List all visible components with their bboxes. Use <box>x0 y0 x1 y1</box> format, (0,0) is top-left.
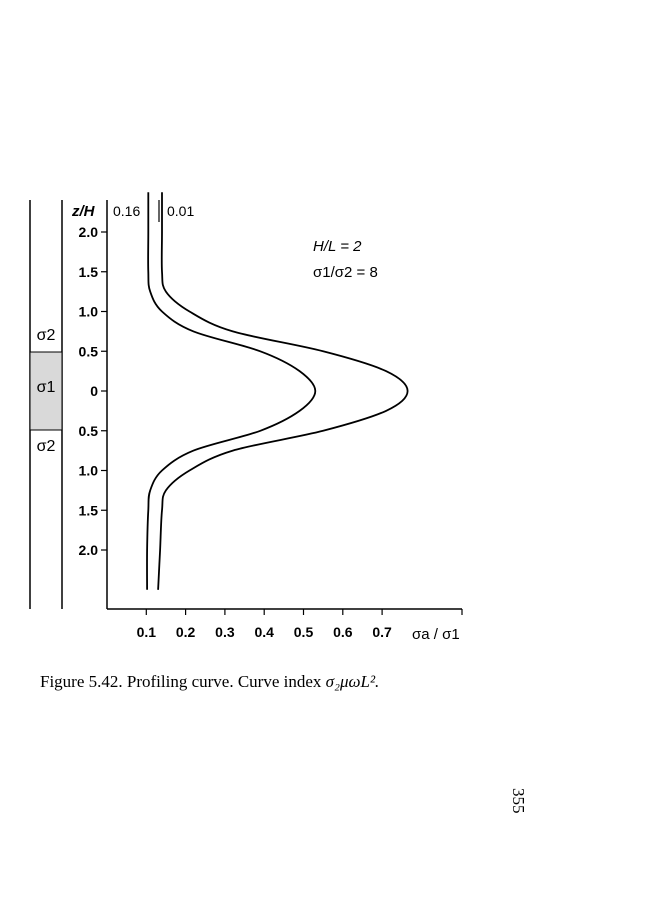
layer-column: σ2 σ1 σ2 <box>29 200 63 609</box>
y-tick-label: 2.0 <box>79 542 99 558</box>
page-number: 355 <box>509 788 528 814</box>
y-tick-label: 1.0 <box>79 463 99 479</box>
y-tick-label: 1.5 <box>79 502 99 518</box>
x-tick-label: 0.4 <box>254 624 274 640</box>
x-tick-label: 0.6 <box>333 624 353 640</box>
axes: z/H <box>71 200 462 610</box>
conductive-layer <box>29 351 63 431</box>
curve-label-0-16: 0.16 <box>113 203 140 219</box>
y-tick-label: 0.5 <box>79 343 99 359</box>
x-ticks: 0.1 0.2 0.3 0.4 0.5 0.6 0.7 <box>137 609 463 640</box>
caption-prefix: Figure 5.42. Profiling curve. Curve inde… <box>40 672 326 691</box>
y-ticks: 2.0 1.5 1.0 0.5 0 0.5 1.0 1.5 2.0 <box>79 224 107 558</box>
x-axis-label: σa / σ1 <box>412 626 460 643</box>
x-tick-label: 0.7 <box>372 624 392 640</box>
y-axis-label: z/H <box>71 203 96 220</box>
curves <box>146 192 409 590</box>
y-tick-label: 1.5 <box>79 264 99 280</box>
x-tick-label: 0.5 <box>294 624 314 640</box>
caption-formula: σ₂μωL². <box>325 672 380 691</box>
curve-0-16 <box>146 192 317 590</box>
x-tick-label: 0.2 <box>176 624 196 640</box>
layer-label-middle: σ1 <box>37 379 56 396</box>
y-tick-label: 0.5 <box>79 423 99 439</box>
annotation-sigma-ratio: σ1/σ2 = 8 <box>313 264 378 281</box>
y-tick-label: 1.0 <box>79 304 99 320</box>
layer-label-top: σ2 <box>37 327 56 344</box>
y-tick-label: 0 <box>90 383 98 399</box>
layer-label-bottom: σ2 <box>37 438 56 455</box>
annotation-h-l: H/L = 2 <box>313 238 362 255</box>
y-tick-label: 2.0 <box>79 224 99 240</box>
curve-label-0-01: 0.01 <box>167 203 194 219</box>
x-tick-label: 0.1 <box>137 624 157 640</box>
figure-caption: Figure 5.42. Profiling curve. Curve inde… <box>40 672 379 692</box>
curve-0-01 <box>157 192 409 590</box>
x-tick-label: 0.3 <box>215 624 235 640</box>
